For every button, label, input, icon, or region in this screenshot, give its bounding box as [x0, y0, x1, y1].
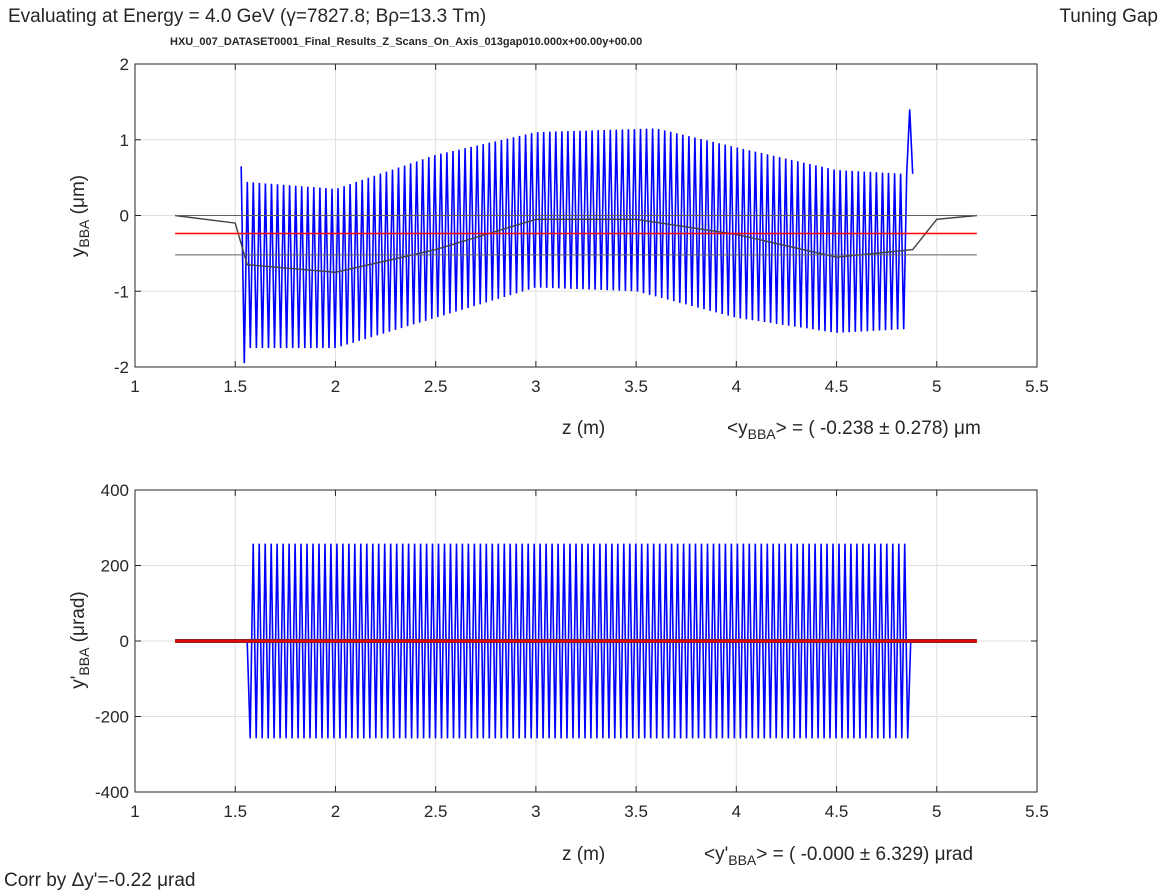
x-tick-label: 1.5	[223, 802, 247, 821]
x-tick-label: 2	[331, 377, 340, 396]
x-tick-label: 4.5	[825, 377, 849, 396]
bottom-xlabel: z (m)	[562, 844, 606, 865]
x-tick-label: 1	[130, 802, 139, 821]
x-tick-label: 4	[732, 377, 741, 396]
top-mean-stat: <yBBA> = ( -0.238 ± 0.278) μm	[727, 418, 981, 442]
y-tick-label: -2	[114, 358, 129, 377]
x-tick-label: 2.5	[424, 377, 448, 396]
x-tick-label: 3	[531, 802, 540, 821]
dataset-title: HXU_007_DATASET0001_Final_Results_Z_Scan…	[170, 36, 643, 48]
y-tick-label: 0	[120, 207, 129, 226]
x-tick-label: 5.5	[1025, 377, 1049, 396]
correction-note: Corr by Δy'=-0.22 μrad	[4, 870, 196, 891]
x-tick-label: 4.5	[825, 802, 849, 821]
plot-position: 1 1.5 2 2.5 3 3.5 4 4.5 5 5.5 2 1 0 -1 -2	[114, 55, 1049, 396]
energy-header: Evaluating at Energy = 4.0 GeV (γ=7827.8…	[8, 6, 487, 27]
x-tick-label: 3.5	[624, 802, 648, 821]
bottom-mean-stat: <y'BBA> = ( -0.000 ± 6.329) μrad	[704, 844, 974, 868]
tuning-gap-label: Tuning Gap	[1059, 6, 1158, 27]
x-tick-label: 2	[331, 802, 340, 821]
y-tick-label: 1	[120, 131, 129, 150]
x-tick-label: 3	[531, 377, 540, 396]
cumulative-trace	[175, 214, 977, 274]
signal-series	[240, 109, 914, 364]
plot-angle: 1 1.5 2 2.5 3 3.5 4 4.5 5 5.5 400 200 0 -200 -400	[95, 481, 1049, 821]
y-tick-label: -200	[95, 708, 129, 727]
signal-series	[246, 543, 912, 739]
x-tick-label: 1.5	[223, 377, 247, 396]
x-tick-label: 4	[732, 802, 741, 821]
x-tick-label: 1	[130, 377, 139, 396]
x-tick-label: 3.5	[624, 377, 648, 396]
x-tick-label: 5.5	[1025, 802, 1049, 821]
y-tick-label: -400	[95, 783, 129, 802]
y-tick-label: 0	[120, 632, 129, 651]
y-tick-label: 2	[120, 55, 129, 74]
x-tick-label: 5	[932, 377, 941, 396]
top-xlabel: z (m)	[562, 418, 606, 439]
x-tick-label: 5	[932, 802, 941, 821]
y-tick-label: 400	[101, 481, 129, 500]
y-tick-label: 200	[101, 557, 129, 576]
x-tick-label: 2.5	[424, 802, 448, 821]
y-tick-label: -1	[114, 282, 129, 301]
